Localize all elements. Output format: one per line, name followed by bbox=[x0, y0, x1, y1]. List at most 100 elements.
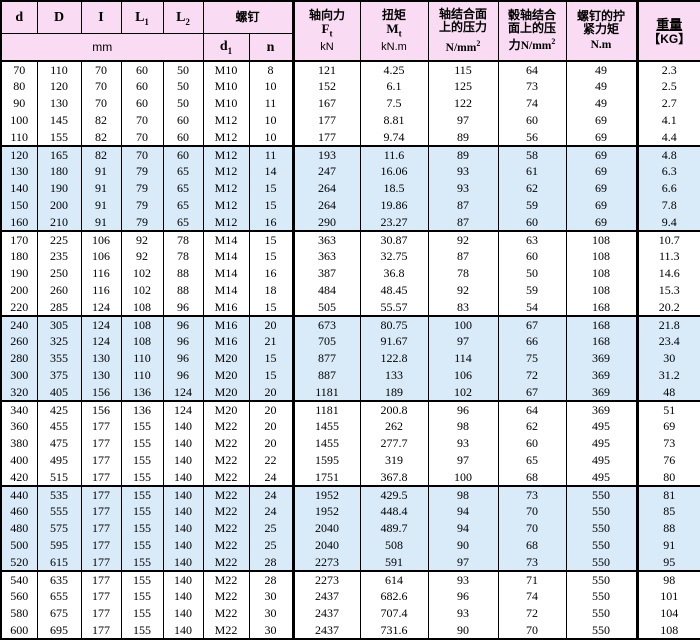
table-row: 200 260 116 102 88 M14 18 484 48.45 92 59 108 15.3 bbox=[0, 282, 700, 299]
cell: 155 bbox=[120, 485, 163, 503]
table-row: 190 250 116 102 88 M14 16 387 36.8 78 50 108 14.6 bbox=[0, 265, 700, 282]
cell: 235 bbox=[36, 248, 81, 265]
cell: 2040 bbox=[291, 520, 361, 537]
cell: 367.8 bbox=[359, 469, 429, 486]
cell: 2437 bbox=[291, 622, 361, 639]
cell: 140 bbox=[162, 503, 203, 520]
cell: 177 bbox=[80, 605, 121, 622]
cell: 49 bbox=[565, 78, 638, 95]
cell: 155 bbox=[120, 537, 163, 554]
table-row: 360 455 177 155 140 M22 20 1455 262 98 62 495 69 bbox=[0, 418, 700, 435]
cell: 320 bbox=[0, 384, 37, 401]
cell: 145 bbox=[36, 112, 81, 129]
table-row: 100 145 82 70 60 M12 10 177 8.81 97 60 69 4.1 bbox=[0, 112, 700, 129]
cell: M20 bbox=[202, 350, 249, 367]
cell: 140 bbox=[162, 537, 203, 554]
cell: 2437 bbox=[291, 588, 361, 605]
cell: M12 bbox=[202, 112, 249, 129]
cell: 707.4 bbox=[359, 605, 429, 622]
cell: M20 bbox=[202, 384, 249, 401]
cell: 420 bbox=[0, 469, 37, 486]
cell: 93 bbox=[427, 570, 499, 588]
cell: 695 bbox=[36, 622, 81, 639]
cell: 23.4 bbox=[635, 333, 700, 350]
cell: 93 bbox=[427, 180, 499, 197]
cell: 140 bbox=[162, 418, 203, 435]
cell: 21 bbox=[248, 333, 294, 350]
cell: 140 bbox=[162, 554, 203, 571]
cell: M22 bbox=[202, 503, 249, 520]
cell: 19.86 bbox=[359, 197, 429, 214]
cell: 120 bbox=[0, 145, 37, 163]
col-header-screw-d1: d1 bbox=[202, 33, 249, 62]
cell: 177 bbox=[291, 129, 361, 146]
cell: 102 bbox=[120, 265, 163, 282]
cell: 4.4 bbox=[635, 129, 700, 146]
cell: 136 bbox=[120, 384, 163, 401]
cell: 91 bbox=[80, 197, 121, 214]
cell: 80 bbox=[635, 469, 700, 486]
cell: 1952 bbox=[291, 503, 361, 520]
cell: 70 bbox=[80, 78, 121, 95]
cell: 78 bbox=[162, 248, 203, 265]
cell: 96 bbox=[162, 367, 203, 384]
cell: 260 bbox=[0, 333, 37, 350]
cell: 60 bbox=[162, 112, 203, 129]
cell: 319 bbox=[359, 452, 429, 469]
cell: 168 bbox=[565, 315, 638, 333]
cell: 124 bbox=[80, 299, 121, 316]
cell: 500 bbox=[0, 537, 37, 554]
cell: 82 bbox=[80, 112, 121, 129]
cell: 95 bbox=[635, 554, 700, 571]
cell: 74 bbox=[497, 95, 567, 112]
cell: 15 bbox=[248, 367, 294, 384]
cell: 20.2 bbox=[635, 299, 700, 316]
table-body: 70 110 70 60 50 M10 8 121 4.25 115 64 49 2.3 80 120 70 6… bbox=[0, 61, 700, 639]
cell: 375 bbox=[36, 367, 81, 384]
cell: 155 bbox=[120, 554, 163, 571]
cell: 83 bbox=[427, 299, 499, 316]
cell: 9.4 bbox=[635, 214, 700, 231]
cell: 448.4 bbox=[359, 503, 429, 520]
cell: 48 bbox=[635, 384, 700, 401]
cell: 177 bbox=[80, 485, 121, 503]
cell: 1181 bbox=[291, 384, 361, 401]
cell: 104 bbox=[635, 605, 700, 622]
cell: 93 bbox=[427, 163, 499, 180]
cell: M12 bbox=[202, 214, 249, 231]
cell: 16.06 bbox=[359, 163, 429, 180]
cell: 515 bbox=[36, 469, 81, 486]
cell: 68 bbox=[497, 469, 567, 486]
cell: 122.8 bbox=[359, 350, 429, 367]
cell: 36.8 bbox=[359, 265, 429, 282]
cell: 23.27 bbox=[359, 214, 429, 231]
cell: 60 bbox=[497, 112, 567, 129]
table-row: 600 695 177 155 140 M22 30 2437 731.6 90 70 550 108 bbox=[0, 622, 700, 639]
cell: 11.3 bbox=[635, 248, 700, 265]
cell: 540 bbox=[0, 570, 37, 588]
cell: 49 bbox=[565, 95, 638, 112]
cell: 10 bbox=[248, 78, 294, 95]
cell: 152 bbox=[291, 78, 361, 95]
table-row: 540 635 177 155 140 M22 28 2273 614 93 71 550 98 bbox=[0, 570, 700, 588]
cell: 455 bbox=[36, 418, 81, 435]
cell: 60 bbox=[162, 129, 203, 146]
cell: 69 bbox=[635, 418, 700, 435]
cell: 124 bbox=[80, 315, 121, 333]
cell: 168 bbox=[565, 333, 638, 350]
cell: 6.1 bbox=[359, 78, 429, 95]
cell: M20 bbox=[202, 367, 249, 384]
cell: 80.75 bbox=[359, 315, 429, 333]
cell: 28 bbox=[248, 570, 294, 588]
cell: 20 bbox=[248, 418, 294, 435]
dims-unit-cell: mm bbox=[0, 33, 203, 62]
cell: 69 bbox=[565, 163, 638, 180]
cell: 887 bbox=[291, 367, 361, 384]
cell: 60 bbox=[120, 78, 163, 95]
cell: 130 bbox=[80, 350, 121, 367]
cell: 247 bbox=[291, 163, 361, 180]
cell: 6.6 bbox=[635, 180, 700, 197]
cell: 69 bbox=[565, 112, 638, 129]
cell: 110 bbox=[120, 367, 163, 384]
cell: 220 bbox=[0, 299, 37, 316]
